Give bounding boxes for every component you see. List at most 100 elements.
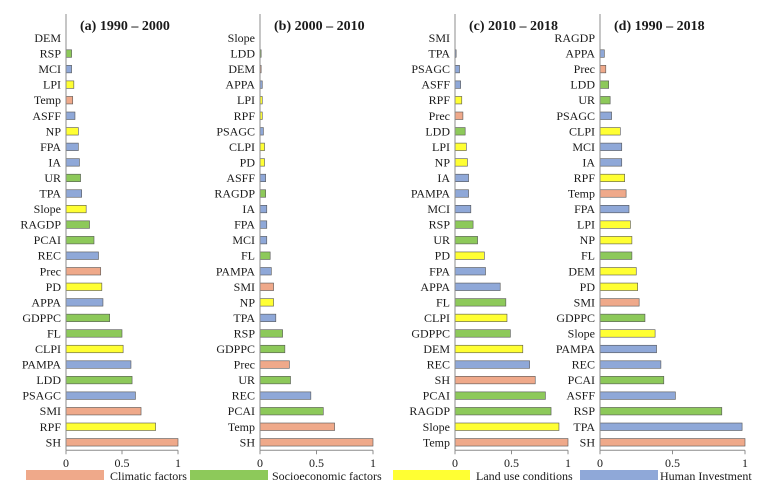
- legend-swatch-land-use-conditions: [393, 470, 470, 480]
- category-label: FL: [241, 249, 255, 263]
- bar-asff: [65, 111, 76, 120]
- legend-label: Human Investment: [660, 469, 752, 483]
- x-tick-label: 1: [742, 456, 748, 470]
- category-label: PD: [580, 280, 596, 294]
- x-tick-label: 0: [597, 456, 603, 470]
- category-label: DEM: [228, 62, 255, 76]
- category-label: FPA: [429, 264, 450, 278]
- category-label: CLPI: [424, 311, 450, 325]
- category-label: Slope: [568, 326, 595, 340]
- bar-temp: [599, 189, 627, 198]
- x-tick-label: 1: [565, 456, 571, 470]
- bar-clpi: [454, 313, 508, 322]
- x-tick-label: 0: [63, 456, 69, 470]
- x-tick-label: 0.5: [115, 456, 130, 470]
- x-tick-label: 0.5: [665, 456, 680, 470]
- category-label: PSAGC: [22, 389, 61, 403]
- bar-pcai: [599, 376, 665, 385]
- category-label: SH: [435, 373, 451, 387]
- bar-appa: [599, 49, 605, 58]
- legend-swatch-climatic-factors: [26, 470, 104, 480]
- bar-ldd: [65, 376, 133, 385]
- category-label: NP: [240, 295, 256, 309]
- bar-ragdp: [454, 407, 552, 416]
- category-label: UR: [44, 171, 61, 185]
- category-label: PD: [240, 155, 256, 169]
- category-label: LDD: [425, 124, 450, 138]
- bar-fl: [599, 251, 633, 260]
- category-label: RSP: [574, 404, 596, 418]
- category-label: SH: [46, 435, 62, 449]
- bar-fl: [65, 329, 123, 338]
- category-label: PCAI: [423, 389, 450, 403]
- bar-fl: [454, 298, 507, 307]
- bar-lpi: [65, 80, 75, 89]
- category-label: CLPI: [35, 342, 61, 356]
- bar-rec: [599, 360, 662, 369]
- bar-asff: [599, 391, 676, 400]
- category-label: FL: [47, 326, 61, 340]
- category-label: DEM: [423, 342, 450, 356]
- category-label: REC: [232, 389, 255, 403]
- category-label: RAGDP: [554, 31, 595, 45]
- category-label: APPA: [420, 280, 450, 294]
- category-label: MCI: [427, 202, 450, 216]
- category-label: FL: [581, 249, 595, 263]
- category-label: LDD: [570, 78, 595, 92]
- category-label: RAGDP: [20, 218, 61, 232]
- legend-swatch-human-investment: [580, 470, 658, 480]
- bar-clpi: [65, 344, 124, 354]
- bar-smi: [65, 407, 142, 416]
- bar-rpf: [65, 422, 156, 431]
- category-label: CLPI: [569, 124, 595, 138]
- bar-rpf: [454, 96, 463, 105]
- category-label: LPI: [577, 218, 595, 232]
- panel-title: (a) 1990 – 2000: [80, 19, 170, 34]
- category-label: IA: [437, 171, 450, 185]
- category-label: ASFF: [32, 109, 61, 123]
- category-label: PD: [435, 249, 451, 263]
- category-label: GDPPC: [411, 326, 450, 340]
- bar-rsp: [65, 49, 72, 58]
- bar-lpi: [454, 142, 467, 151]
- bar-mci: [259, 236, 268, 245]
- bar-slope: [65, 205, 87, 214]
- category-label: IA: [48, 155, 61, 169]
- bar-ur: [454, 236, 478, 245]
- bar-asff: [454, 80, 461, 89]
- bar-appa: [65, 298, 104, 307]
- bar-rec: [454, 360, 530, 369]
- bar-rec: [259, 391, 312, 400]
- category-label: SMI: [234, 280, 255, 294]
- bar-psagc: [65, 391, 136, 400]
- category-label: Temp: [568, 187, 595, 201]
- category-label: Slope: [228, 31, 255, 45]
- bar-np: [599, 236, 633, 245]
- category-label: FL: [436, 295, 450, 309]
- category-label: FPA: [574, 202, 595, 216]
- bar-appa: [454, 282, 501, 291]
- bar-lpi: [599, 220, 631, 229]
- category-label: LPI: [432, 140, 450, 154]
- category-label: RAGDP: [214, 187, 255, 201]
- category-label: PAMPA: [556, 342, 595, 356]
- category-label: Prec: [574, 62, 595, 76]
- bar-fpa: [454, 267, 486, 276]
- category-label: PSAGC: [216, 124, 255, 138]
- category-label: FPA: [234, 218, 255, 232]
- category-label: LDD: [36, 373, 61, 387]
- bar-temp: [259, 422, 335, 431]
- category-label: Slope: [423, 420, 450, 434]
- category-label: ASFF: [566, 389, 595, 403]
- category-label: REC: [38, 249, 61, 263]
- category-label: LDD: [230, 47, 255, 61]
- category-label: NP: [46, 124, 62, 138]
- category-label: NP: [580, 233, 596, 247]
- bar-pd: [454, 251, 485, 260]
- bar-ur: [259, 376, 291, 385]
- bar-sh: [65, 438, 179, 447]
- bar-ur: [599, 96, 611, 105]
- bar-prec: [259, 360, 290, 369]
- bar-pampa: [65, 360, 132, 369]
